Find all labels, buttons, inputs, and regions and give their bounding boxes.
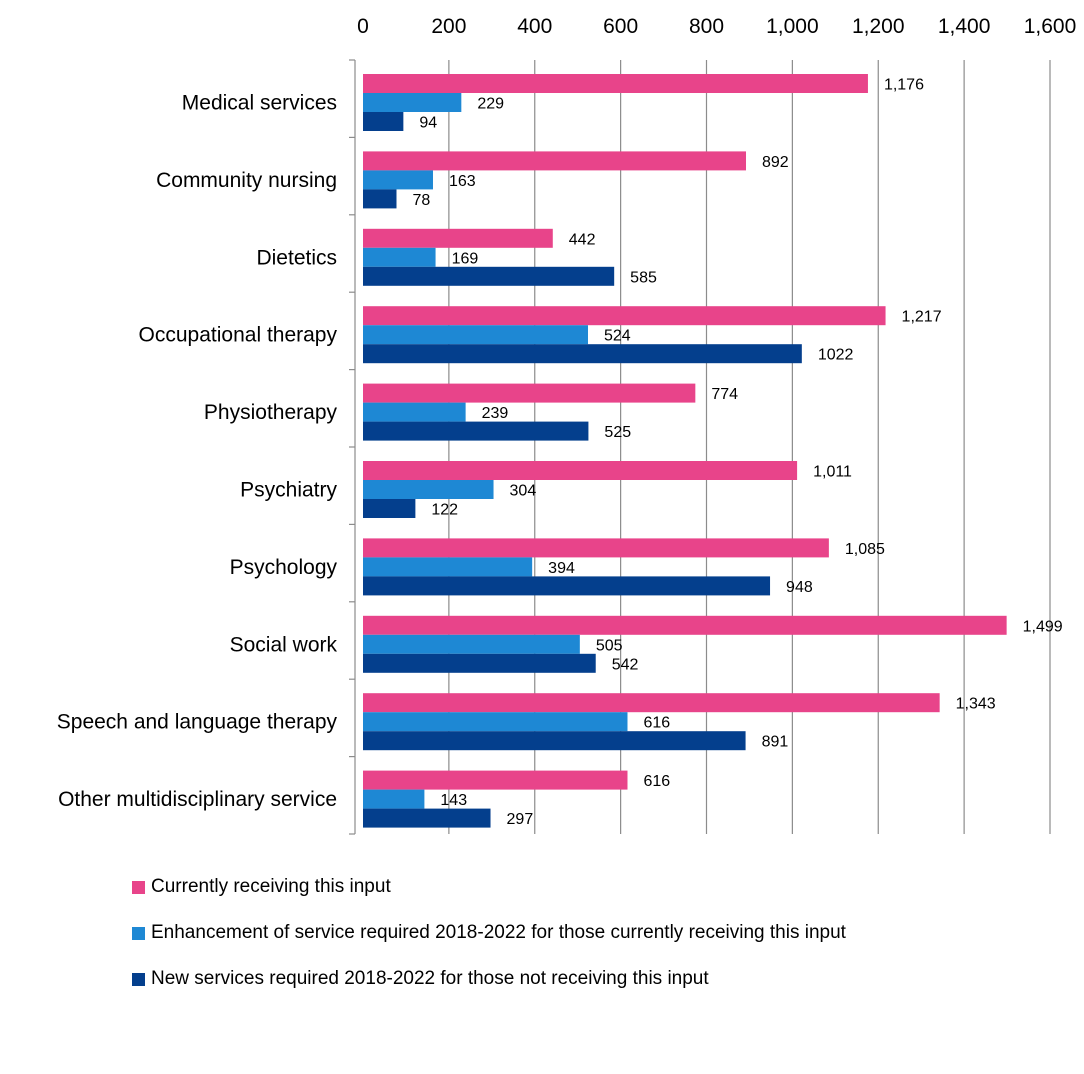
bar-new [363,499,416,518]
bar-current [363,770,628,790]
data-label: 304 [510,483,537,500]
bar-enhancement [363,480,494,499]
data-label: 169 [452,250,479,267]
gridlines [448,60,1051,834]
data-label: 78 [412,192,430,209]
category-label: Other multidisciplinary service [58,788,337,811]
bar-new [363,266,615,286]
x-tick-label: 0 [357,15,369,38]
category-label: Community nursing [156,169,337,192]
category-label: Medical services [182,92,337,115]
bar-current [363,461,798,480]
data-label: 143 [440,792,467,809]
bar-enhancement [363,170,433,190]
bar-current [363,74,868,93]
legend-swatch-enhancement [132,926,145,940]
bar-enhancement [363,557,533,577]
legend-label-enhancement: Enhancement of service required 2018-202… [151,922,846,943]
bar-current [363,693,940,713]
x-tick-label: 1,200 [852,15,905,38]
x-tick-label: 1,000 [766,15,819,38]
data-label: 1,343 [956,696,996,713]
bar-current [363,383,696,403]
data-label: 585 [630,269,657,286]
y-axis [349,59,356,835]
data-label: 542 [612,656,639,673]
data-label: 616 [643,773,670,790]
data-label: 163 [449,173,476,190]
data-label: 1,499 [1023,618,1063,635]
bar-current [363,538,829,558]
data-label: 239 [482,405,509,422]
bar-new [363,808,491,828]
data-label: 297 [507,811,534,828]
x-axis-ticks: 0 200 400 600 800 1,000 1,200 1,400 1,600 [357,15,1076,38]
x-tick-label: 800 [689,15,724,38]
bar-current [363,228,553,248]
data-label: 1,085 [845,541,885,558]
data-label: 774 [711,386,738,403]
bar-new [363,653,596,673]
legend-item-enhancement: Enhancement of service required 2018-202… [132,922,846,944]
data-label: 1,011 [813,464,852,481]
data-label: 505 [596,637,623,654]
data-label: 616 [643,715,670,732]
data-label: 948 [786,579,813,596]
bar-current [363,306,886,326]
legend-item-new: New services required 2018-2022 for thos… [132,968,846,990]
x-tick-label: 1,600 [1024,15,1077,38]
legend-swatch-current [132,880,145,894]
category-labels: Medical services Community nursing Dieteti… [57,92,338,812]
bar-enhancement [363,634,580,654]
category-label: Psychiatry [240,479,337,502]
x-tick-label: 1,400 [938,15,991,38]
bars [363,74,1007,828]
bar-enhancement [363,247,436,267]
bar-new [363,189,397,209]
data-label: 394 [548,560,575,577]
category-label: Occupational therapy [139,324,338,347]
legend-label-new: New services required 2018-2022 for thos… [151,968,709,989]
legend: Currently receiving this input Enhanceme… [132,876,846,1014]
bar-current [363,615,1007,635]
data-label: 891 [762,734,789,751]
data-labels: 1,176 229 94 892 163 78 442 169 585 1,217 524 1022 7… [412,77,1062,829]
data-label: 525 [604,424,631,441]
data-label: 1,217 [902,309,942,326]
legend-item-current: Currently receiving this input [132,876,846,898]
category-label: Physiotherapy [204,401,338,424]
data-label: 1,176 [884,77,924,94]
data-label: 442 [569,231,596,248]
x-tick-label: 600 [603,15,638,38]
legend-swatch-new [132,972,145,986]
bar-new [363,421,589,441]
category-label: Psychology [230,556,338,579]
data-label: 229 [477,96,504,113]
bar-new [363,576,771,596]
bar-enhancement [363,712,628,732]
data-label: 524 [604,328,631,345]
category-label: Speech and language therapy [57,711,338,734]
bar-enhancement [363,93,462,112]
data-label: 94 [419,115,437,132]
bar-new [363,731,746,751]
bar-new [363,344,802,364]
bar-new [363,112,404,131]
x-tick-label: 200 [431,15,466,38]
bar-enhancement [363,402,466,422]
legend-label-current: Currently receiving this input [151,876,391,897]
bar-current [363,151,747,171]
category-label: Social work [230,633,338,656]
category-label: Dietetics [256,246,337,269]
data-label: 122 [431,502,458,519]
bar-enhancement [363,325,588,345]
bar-enhancement [363,789,425,809]
x-tick-label: 400 [517,15,552,38]
data-label: 892 [762,154,789,171]
bar-chart: 0 200 400 600 800 1,000 1,200 1,400 1,600 Medica… [57,15,1076,835]
data-label: 1022 [818,347,854,364]
